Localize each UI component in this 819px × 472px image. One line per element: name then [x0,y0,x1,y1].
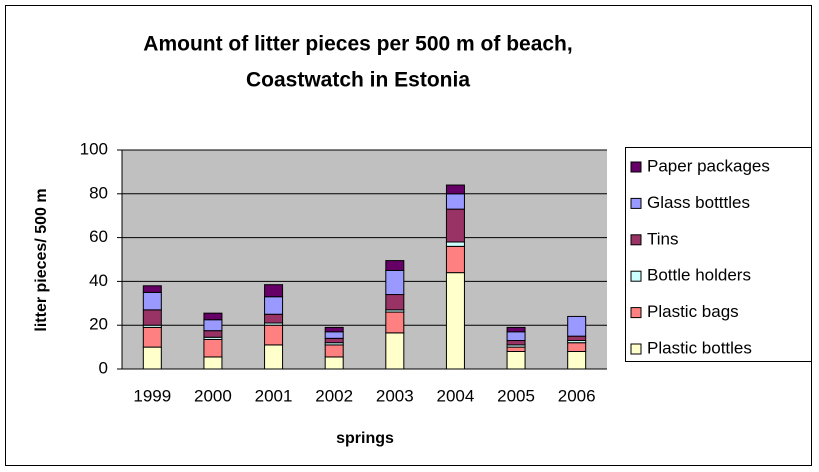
x-tick-label: 2001 [255,386,293,405]
bar-segment [506,326,526,333]
bar-segment [264,296,284,315]
bar-segment [385,269,405,296]
x-tick-label: 2005 [497,386,535,405]
legend-label: Plastic bottles [647,338,752,357]
bar-segment [203,356,223,370]
y-axis-title: litter pieces/ 500 m [33,188,50,331]
bar-segment [385,311,405,334]
legend-swatch [630,161,642,173]
bar-segment [203,330,223,338]
bar-segment [445,184,465,195]
legend-label: Paper packages [647,156,770,175]
bar-segment [203,312,223,321]
plot-area [122,150,607,369]
legend-swatch [630,343,642,355]
y-tick-label: 0 [99,358,108,377]
bar-segment [324,356,344,370]
bar-segment [567,315,587,337]
y-tick-label: 20 [89,315,108,334]
x-tick-label: 2004 [437,386,475,405]
bar-segment [385,260,405,271]
bar-segment [506,350,526,370]
x-tick-label: 2002 [315,386,353,405]
bar-segment [324,344,344,358]
chart-title: Amount of litter pieces per 500 m of bea… [143,33,572,56]
x-tick-label: 2003 [376,386,414,405]
bar-segment [567,335,587,342]
bar-segment [445,272,465,370]
bar-segment [142,346,162,370]
y-tick-label: 100 [80,139,108,158]
y-tick-label: 60 [89,227,108,246]
x-tick-label: 2006 [558,386,596,405]
legend-swatch [630,307,642,319]
bar-segment [506,340,526,346]
bar-segment [264,313,284,324]
bar-segment [142,285,162,293]
y-tick-label: 40 [89,271,108,290]
bar-segment [445,241,465,247]
bar-segment [445,193,465,210]
bar-segment [324,337,344,344]
bar-segment [264,284,284,298]
bar-segment [445,208,465,243]
legend-label: Bottle holders [647,266,751,285]
bar-segment [264,344,284,370]
x-tick-label: 1999 [133,386,171,405]
bar-segment [142,309,162,326]
x-axis-title: springs [336,430,394,447]
bar-segment [203,338,223,358]
bar-segment [324,326,344,333]
chart-title: Coastwatch in Estonia [246,69,470,92]
bar-segment [142,326,162,348]
bar-segment [506,346,526,352]
legend-swatch [630,234,642,246]
bar-segment [324,331,344,339]
bar-segment [445,245,465,274]
x-tick-label: 2000 [194,386,232,405]
legend-label: Glass botttles [647,193,750,212]
bar-segment [142,291,162,311]
bar-segment [203,319,223,332]
bar-segment [385,294,405,311]
bar-segment [567,342,587,352]
bar-segment [264,324,284,346]
bar-segment [567,350,587,370]
y-tick-label: 80 [89,183,108,202]
legend [625,147,812,362]
bar-segment [385,332,405,370]
legend-label: Tins [647,229,679,248]
legend-label: Plastic bags [647,302,739,321]
legend-swatch [630,197,642,209]
legend-swatch [630,270,642,282]
bar-segment [506,331,526,342]
